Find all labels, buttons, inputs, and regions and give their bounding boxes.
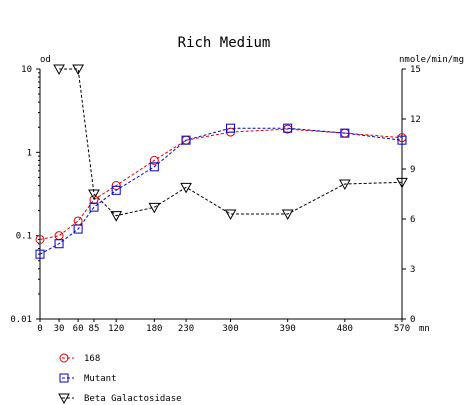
data-point — [340, 128, 350, 138]
data-point — [35, 249, 45, 259]
y-right-axis-label: nmole/min/mg — [399, 55, 464, 65]
data-point — [148, 202, 161, 214]
y-right-tick-label: 9 — [410, 165, 415, 175]
data-point — [53, 64, 65, 76]
chart-title: Rich Medium — [178, 35, 271, 51]
series-markers-group — [35, 64, 408, 259]
legend-label: Mutant — [84, 374, 117, 384]
data-point — [35, 234, 45, 244]
series-line-2 — [39, 127, 403, 255]
data-point — [54, 231, 64, 241]
data-point — [73, 216, 83, 226]
data-point — [281, 209, 294, 221]
legend-marker — [58, 393, 70, 405]
x-tick-label: 30 — [54, 324, 65, 334]
data-point — [88, 189, 100, 201]
axes-ticks-group: 0 30 60 85 120 180 230 300 390 480 570 mn1010.10.01… — [10, 65, 430, 334]
y-left-tick-label: 0.1 — [16, 232, 32, 242]
legend-label: Beta Galactosidase — [84, 394, 182, 404]
legend-label: 168 — [84, 354, 100, 364]
y-left-tick-label: 0.01 — [10, 315, 32, 325]
data-point — [397, 135, 407, 145]
legend-marker — [59, 353, 69, 363]
data-point — [396, 177, 408, 189]
data-point — [89, 195, 99, 205]
y-left-tick-label: 10 — [21, 65, 32, 75]
data-point — [338, 179, 351, 191]
y-left-axis-label: od — [40, 55, 51, 65]
y-right-tick-label: 0 — [410, 315, 415, 325]
legend: 168 Mutant Beta Galactosidase — [58, 353, 182, 405]
x-tick-label: 120 — [108, 324, 124, 334]
y-right-tick-label: 6 — [410, 215, 415, 225]
x-tick-label: 230 — [178, 324, 194, 334]
data-point — [226, 123, 236, 133]
data-point — [180, 182, 192, 194]
legend-marker — [59, 373, 69, 383]
x-tick-label: 570 — [394, 324, 410, 334]
data-point — [111, 185, 121, 195]
data-point — [283, 123, 293, 133]
data-point — [72, 64, 84, 76]
data-point — [89, 202, 99, 212]
y-left-tick-label: 1 — [27, 148, 32, 158]
series-lines-group — [39, 68, 403, 255]
x-tick-label: 390 — [280, 324, 296, 334]
x-tick-label: 180 — [146, 324, 162, 334]
data-point — [73, 224, 83, 234]
data-point — [181, 135, 191, 145]
series-line-3 — [59, 68, 403, 217]
y-right-tick-label: 12 — [410, 115, 421, 125]
x-tick-label: 60 — [73, 324, 84, 334]
data-point — [54, 239, 64, 249]
series-line-1 — [39, 128, 403, 240]
data-point — [111, 180, 121, 190]
x-unit-label: mn — [419, 324, 430, 334]
x-tick-label: 0 — [37, 324, 42, 334]
data-point — [224, 209, 237, 221]
x-tick-label: 480 — [337, 324, 353, 334]
y-right-tick-label: 15 — [410, 65, 421, 75]
y-right-tick-label: 3 — [410, 265, 415, 275]
x-tick-label: 300 — [222, 324, 238, 334]
data-point — [149, 155, 159, 165]
data-point — [149, 162, 159, 172]
data-point — [110, 211, 123, 222]
x-tick-label: 85 — [89, 324, 100, 334]
